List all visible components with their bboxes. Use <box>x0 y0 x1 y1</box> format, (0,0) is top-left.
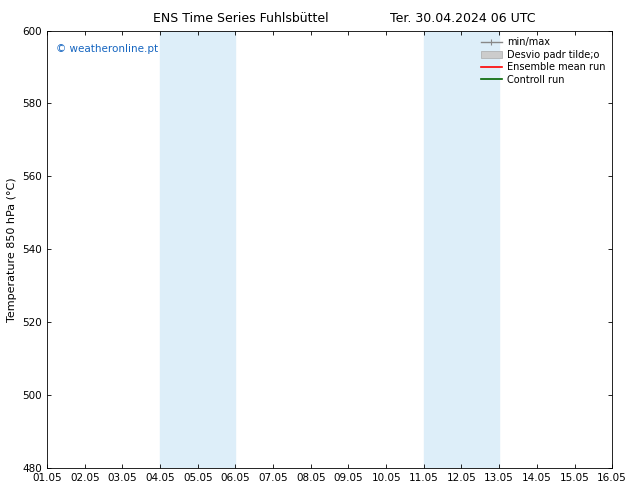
Text: ENS Time Series Fuhlsbüttel: ENS Time Series Fuhlsbüttel <box>153 12 329 25</box>
Bar <box>160 30 235 468</box>
Legend: min/max, Desvio padr tilde;o, Ensemble mean run, Controll run: min/max, Desvio padr tilde;o, Ensemble m… <box>479 35 607 87</box>
Text: © weatheronline.pt: © weatheronline.pt <box>56 44 158 54</box>
Bar <box>424 30 499 468</box>
Text: Ter. 30.04.2024 06 UTC: Ter. 30.04.2024 06 UTC <box>390 12 536 25</box>
Y-axis label: Temperature 850 hPa (°C): Temperature 850 hPa (°C) <box>7 177 17 321</box>
